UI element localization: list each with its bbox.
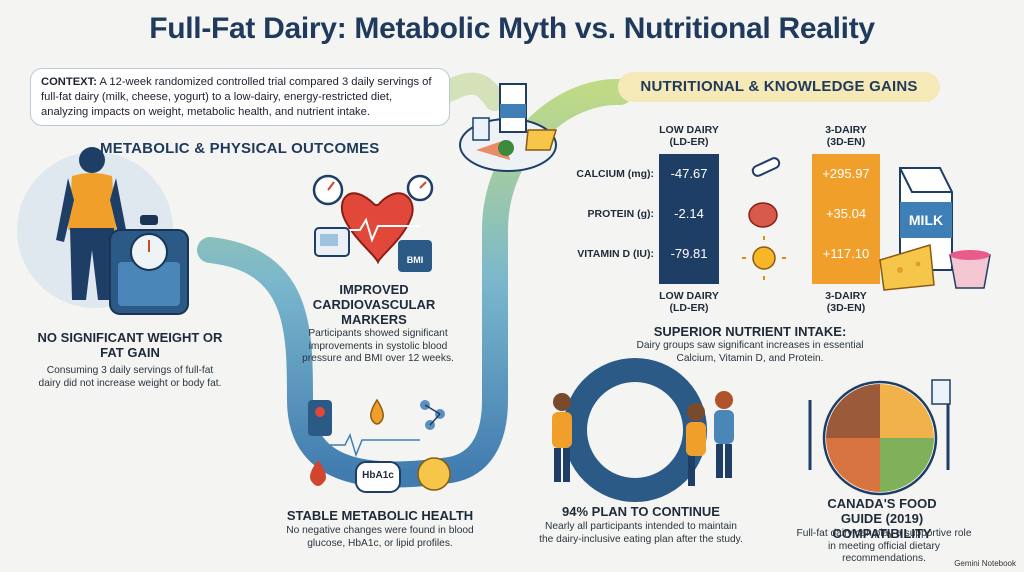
milk-cheese-illustration <box>879 167 991 291</box>
low-dairy-head-bottom: LOW DAIRY (LD-ER) <box>650 290 728 314</box>
food-guide-plate-illustration <box>808 379 951 496</box>
cardio-illustration <box>312 174 434 272</box>
three-dairy-head-top: 3-DAIRY (3D-EN) <box>806 124 886 148</box>
dairy-plate-illustration <box>459 83 558 172</box>
hd-value-protein: +35.04 <box>825 206 867 221</box>
three-dairy-head-bottom: 3-DAIRY (3D-EN) <box>806 290 886 314</box>
bmi-label: BMI <box>406 255 424 265</box>
hba1c-label: HbA1c <box>362 470 394 481</box>
context-box: CONTEXT: A 12-week randomized controlled… <box>30 68 450 126</box>
low-dairy-foot-line2: (LD-ER) <box>669 302 709 314</box>
ld-value-vitamin-d: -79.81 <box>670 246 708 261</box>
three-dairy-head-line1: 3-DAIRY <box>825 124 867 136</box>
low-dairy-head-top: LOW DAIRY (LD-ER) <box>650 124 728 148</box>
low-dairy-bar <box>659 154 719 284</box>
plan-body: Nearly all participants intended to main… <box>539 521 743 545</box>
row-label-protein: PROTEIN (g): <box>587 208 655 220</box>
context-label: CONTEXT: <box>41 76 97 88</box>
ld-value-protein: -2.14 <box>674 206 704 221</box>
intake-title: SUPERIOR NUTRIENT INTAKE: <box>653 324 847 339</box>
metabolic-heading: METABOLIC & PHYSICAL OUTCOMES <box>100 140 380 157</box>
stable-metabolic-body: No negative changes were found in blood … <box>286 525 474 549</box>
nutrition-heading: NUTRITIONAL & KNOWLEDGE GAINS <box>618 72 940 102</box>
plan-title: 94% PLAN TO CONTINUE <box>562 504 720 519</box>
hd-value-calcium: +295.97 <box>822 166 870 181</box>
three-dairy-bar <box>812 154 880 284</box>
page-title: Full-Fat Dairy: Metabolic Myth vs. Nutri… <box>149 12 875 45</box>
three-dairy-foot-line1: 3-DAIRY <box>825 290 867 302</box>
milk-label: MILK <box>908 212 944 228</box>
guide-title: CANADA'S FOOD GUIDE (2019) COMPATIBILITY <box>827 496 937 541</box>
row-label-calcium: CALCIUM (mg): <box>576 168 654 180</box>
guide-body: Full-fat dairy can play a supportive rol… <box>796 528 972 564</box>
person-scale-illustration <box>17 147 189 315</box>
three-dairy-foot-line2: (3D-EN) <box>826 302 866 314</box>
context-text: A 12-week randomized controlled trial co… <box>41 76 432 118</box>
weight-body: Consuming 3 daily servings of full-fat d… <box>38 365 222 389</box>
weight-title: NO SIGNIFICANT WEIGHT OR FAT GAIN <box>37 330 223 360</box>
watermark: Gemini Notebook <box>954 559 1016 568</box>
nutrient-icons <box>742 157 786 280</box>
low-dairy-foot-line1: LOW DAIRY <box>659 290 719 302</box>
three-dairy-head-line2: (3D-EN) <box>826 136 866 148</box>
row-label-vitamin-d: VITAMIN D (IU): <box>577 248 654 260</box>
ld-value-calcium: -47.67 <box>670 166 708 181</box>
metabolic-icons <box>308 398 451 493</box>
cardio-body: Participants showed significant improvem… <box>302 328 454 364</box>
low-dairy-head-line2: (LD-ER) <box>669 136 709 148</box>
people-ring-illustration <box>552 358 734 502</box>
low-dairy-head-line1: LOW DAIRY <box>659 124 719 136</box>
cardio-title: IMPROVED CARDIOVASCULAR MARKERS <box>312 282 436 327</box>
stable-metabolic-title: STABLE METABOLIC HEALTH <box>286 508 474 523</box>
intake-body: Dairy groups saw significant increases i… <box>636 340 864 364</box>
hd-value-vitamin-d: +117.10 <box>822 246 870 261</box>
